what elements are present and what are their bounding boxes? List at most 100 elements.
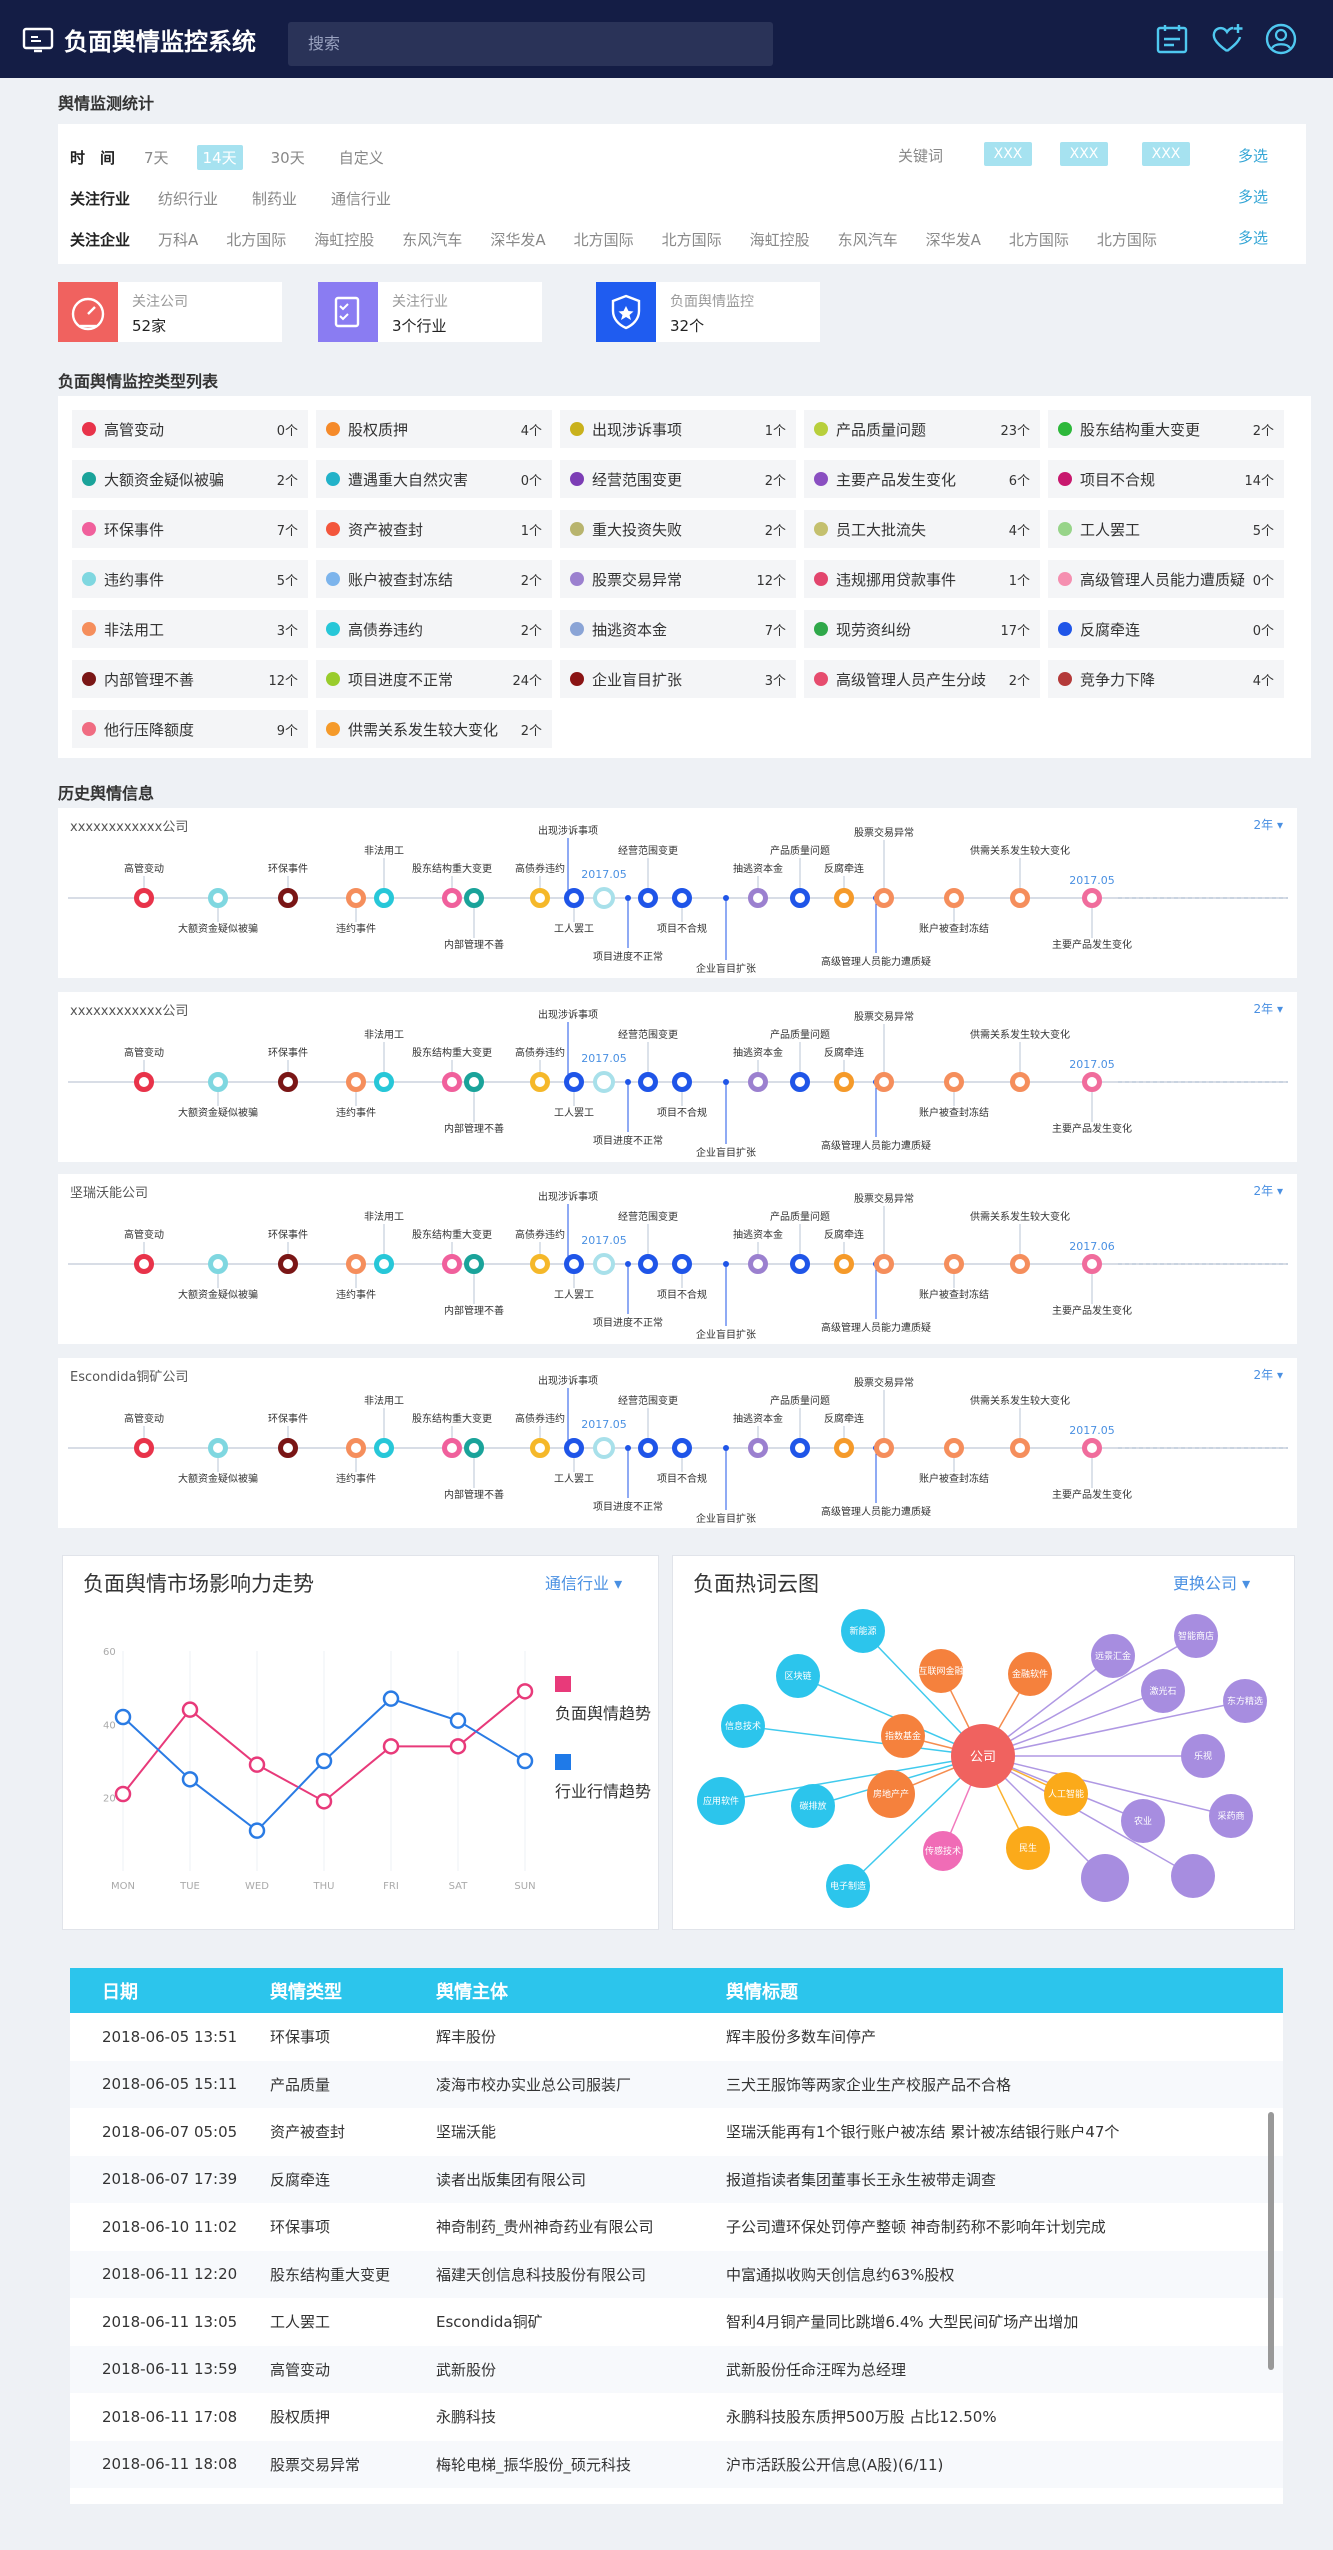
industry-option[interactable]: 制药业 [252, 190, 298, 208]
company-option[interactable]: 北方国际 [226, 231, 287, 249]
stat-card[interactable]: 关注行业 3个行业 [318, 282, 542, 342]
type-item[interactable]: 反腐牵连 0个 [1048, 610, 1284, 648]
type-item[interactable]: 产品质量问题 23个 [804, 410, 1040, 448]
type-item[interactable]: 高级管理人员产生分歧 2个 [804, 660, 1040, 698]
type-item[interactable]: 违规挪用贷款事件 1个 [804, 560, 1040, 598]
time-option-active[interactable]: 14天 [196, 145, 243, 170]
timeline-range-dropdown[interactable]: 2年 ▾ [1254, 1366, 1283, 1383]
keyword-tag[interactable]: XXX [1060, 142, 1108, 166]
change-company-dropdown[interactable]: 更换公司 ▾ [1173, 1570, 1250, 1594]
type-item[interactable]: 大额资金疑似被骗 2个 [72, 460, 308, 498]
table-row[interactable]: 2018-06-10 11:02 环保事项 神奇制药_贵州神奇药业有限公司 子公司遭环… [70, 2203, 1283, 2251]
company-option[interactable]: 海虹控股 [749, 231, 810, 249]
x-tick-label: MON [111, 1881, 135, 1892]
industry-dropdown-label: 通信行业 [545, 1574, 610, 1593]
type-item[interactable]: 账户被查封冻结 2个 [316, 560, 552, 598]
timeline-range-dropdown[interactable]: 2年 ▾ [1254, 1000, 1283, 1017]
table-row[interactable]: 2018-06-07 05:05 资产被查封 坚瑞沃能 坚瑞沃能再有1个银行账户被冻结… [70, 2108, 1283, 2156]
type-item[interactable]: 他行压降额度 9个 [72, 710, 308, 748]
timeline-range-label: 2年 [1253, 1002, 1274, 1016]
time-option-custom[interactable]: 自定义 [338, 149, 384, 167]
type-item[interactable]: 股权质押 4个 [316, 410, 552, 448]
type-count: 17个 [1000, 623, 1030, 639]
table-row[interactable]: 2018-06-05 15:11 产品质量 凌海市校办实业总公司服装厂 三犬王服饰等两… [70, 2060, 1283, 2108]
timeline-event-label: 项目进度不正常 [593, 1316, 663, 1329]
type-item[interactable]: 项目进度不正常 24个 [316, 660, 552, 698]
timeline-range-dropdown[interactable]: 2年 ▾ [1254, 1182, 1283, 1199]
type-item[interactable]: 抽逃资本金 7个 [560, 610, 796, 648]
industry-more-link[interactable]: 多选 [1237, 188, 1268, 206]
shield-icon [596, 282, 656, 342]
type-item[interactable]: 股票交易异常 12个 [560, 560, 796, 598]
timeline-event-label: 内部管理不善 [444, 1488, 504, 1501]
type-item[interactable]: 资产被查封 1个 [316, 510, 552, 548]
type-item[interactable]: 主要产品发生变化 6个 [804, 460, 1040, 498]
type-item[interactable]: 内部管理不善 12个 [72, 660, 308, 698]
company-more-link[interactable]: 多选 [1237, 229, 1268, 247]
type-item[interactable]: 供需关系发生较大变化 2个 [316, 710, 552, 748]
keyword-more-link[interactable]: 多选 [1237, 147, 1268, 165]
timeline-event-label: 工人罢工 [554, 1107, 594, 1119]
series-point [382, 1690, 400, 1707]
company-option[interactable]: 北方国际 [573, 231, 634, 249]
search-input[interactable]: 搜索 [288, 22, 773, 66]
type-item[interactable]: 非法用工 3个 [72, 610, 308, 648]
industry-option[interactable]: 纺织行业 [158, 190, 219, 208]
company-option[interactable]: 北方国际 [1096, 231, 1157, 249]
type-item[interactable]: 现劳资纠纷 17个 [804, 610, 1040, 648]
company-option[interactable]: 东风汽车 [837, 231, 898, 249]
type-item[interactable]: 出现涉诉事项 1个 [560, 410, 796, 448]
table-scrollbar[interactable] [1268, 2112, 1274, 2370]
type-item[interactable]: 高级管理人员能力遭质疑 0个 [1048, 560, 1284, 598]
time-option[interactable]: 7天 [144, 149, 169, 167]
timeline-event-label: 违约事件 [336, 1288, 376, 1301]
type-item[interactable]: 违约事件 5个 [72, 560, 308, 598]
type-count: 3个 [276, 623, 298, 639]
company-option[interactable]: 深华发A [490, 231, 546, 249]
industry-label: 关注行业 [70, 190, 131, 208]
company-option[interactable]: 北方国际 [1008, 231, 1069, 249]
keyword-tag[interactable]: XXX [984, 142, 1032, 166]
table-row[interactable]: 2018-06-05 13:51 环保事项 辉丰股份 辉丰股份多数车间停产 [70, 2013, 1283, 2061]
timeline-event-dot [834, 1438, 854, 1458]
table-row[interactable]: 2018-06-11 13:59 高管变动 武新股份 武新股份任命汪晖为总经理 [70, 2345, 1283, 2393]
type-item[interactable]: 竞争力下降 4个 [1048, 660, 1284, 698]
industry-option[interactable]: 通信行业 [331, 190, 392, 208]
calendar-icon[interactable] [1155, 22, 1189, 56]
table-row[interactable]: 2018-06-11 18:08 股票交易异常 梅轮电梯_振华股份_硕元科技 沪市活跃… [70, 2440, 1283, 2488]
timeline-event-label: 抽逃资本金 [733, 862, 783, 875]
type-item[interactable]: 环保事件 7个 [72, 510, 308, 548]
time-option[interactable]: 30天 [270, 149, 305, 167]
stat-card[interactable]: 关注公司 52家 [58, 282, 282, 342]
app-logo[interactable]: 负面舆情监控系统 [22, 22, 256, 57]
company-option[interactable]: 北方国际 [661, 231, 722, 249]
timeline-event-dot [944, 1072, 964, 1092]
company-option[interactable]: 东风汽车 [402, 231, 463, 249]
timeline-event-label: 高级管理人员能力遭质疑 [821, 1139, 931, 1152]
table-row[interactable]: 2018-06-07 17:39 反腐牵连 读者出版集团有限公司 报道指读者集团董事长… [70, 2155, 1283, 2203]
keyword-tag[interactable]: XXX [1142, 142, 1190, 166]
favorite-add-icon[interactable] [1210, 22, 1244, 56]
timeline-event-dot [672, 1438, 692, 1458]
company-option[interactable]: 万科A [158, 231, 199, 249]
type-item[interactable]: 遭遇重大自然灾害 0个 [316, 460, 552, 498]
user-icon[interactable] [1264, 22, 1298, 56]
type-item[interactable]: 企业盲目扩张 3个 [560, 660, 796, 698]
stat-card[interactable]: 负面舆情监控 32个 [596, 282, 820, 342]
type-item[interactable]: 高管变动 0个 [72, 410, 308, 448]
cloud-node [881, 1714, 925, 1758]
company-option[interactable]: 海虹控股 [314, 231, 375, 249]
type-item[interactable]: 工人罢工 5个 [1048, 510, 1284, 548]
table-row[interactable]: 2018-06-11 12:20 股东结构重大变更 福建天创信息科技股份有限公司 中富… [70, 2250, 1283, 2298]
company-option[interactable]: 深华发A [925, 231, 981, 249]
table-row[interactable]: 2018-06-11 17:08 股权质押 永鹏科技 永鹏科技股东质押500万股 占比… [70, 2393, 1283, 2441]
type-item[interactable]: 重大投资失败 2个 [560, 510, 796, 548]
type-item[interactable]: 项目不合规 14个 [1048, 460, 1284, 498]
type-item[interactable]: 高债券违约 2个 [316, 610, 552, 648]
type-item[interactable]: 股东结构重大变更 2个 [1048, 410, 1284, 448]
type-item[interactable]: 经营范围变更 2个 [560, 460, 796, 498]
timeline-range-dropdown[interactable]: 2年 ▾ [1254, 816, 1283, 833]
table-row[interactable]: 2018-06-11 13:05 工人罢工 Escondida铜矿 智利4月铜产量同比… [70, 2298, 1283, 2346]
industry-dropdown[interactable]: 通信行业 ▾ [545, 1570, 622, 1594]
type-item[interactable]: 员工大批流失 4个 [804, 510, 1040, 548]
